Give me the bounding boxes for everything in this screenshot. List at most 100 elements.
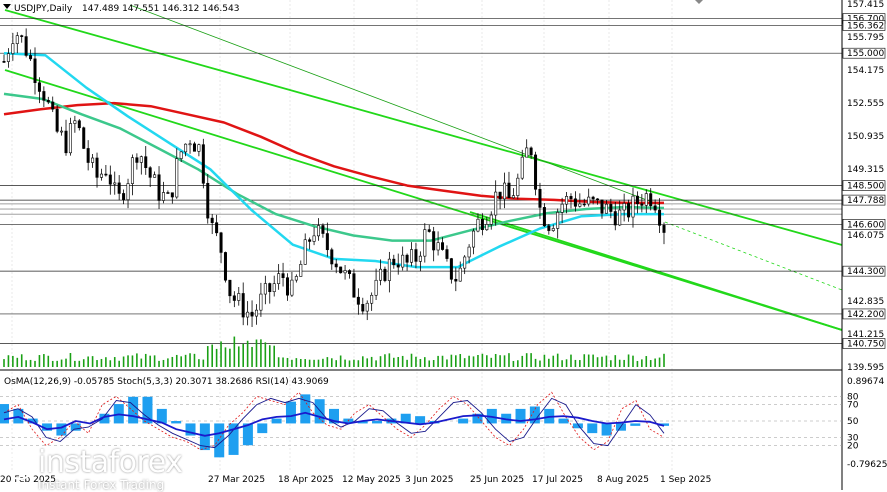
candle-body <box>339 266 343 274</box>
candle-body <box>6 53 10 62</box>
candle-body <box>55 108 59 132</box>
price-tick-label: 141.215 <box>847 330 884 340</box>
osma-bar <box>99 413 110 424</box>
osma-bar <box>458 418 469 424</box>
chart-header-symbol: USDJPY,Daily <box>14 4 73 14</box>
time-tick-label: 20 Feb 2025 <box>0 475 56 485</box>
oscillator-pane <box>0 391 842 458</box>
candle-body <box>117 182 121 194</box>
osma-bar <box>156 408 167 424</box>
candle-body <box>104 173 108 176</box>
candle-body <box>365 302 369 312</box>
candle-body <box>51 101 55 110</box>
price-tick-label: 154.175 <box>847 66 884 76</box>
candle-body <box>454 278 458 282</box>
osma-bar <box>329 408 339 424</box>
candle-body <box>542 207 546 227</box>
price-tick-label: 139.595 <box>847 363 884 373</box>
osma-bar <box>0 404 9 424</box>
candle-body <box>627 203 631 218</box>
candle-body <box>241 293 245 318</box>
candle-body <box>551 228 555 231</box>
price-tick-label: 150.935 <box>847 132 884 142</box>
candle-body <box>547 225 551 231</box>
candle-body <box>445 249 449 259</box>
candle-body <box>458 267 462 282</box>
candle-body <box>15 35 19 44</box>
candle-body <box>334 263 338 268</box>
candle-body <box>529 147 533 156</box>
time-tick-label: 12 May 2025 <box>342 475 401 485</box>
candle-body <box>99 173 103 178</box>
candle-body <box>423 229 427 257</box>
osma-bar <box>357 421 368 424</box>
candle-body <box>82 127 86 149</box>
osma-bar <box>128 396 139 424</box>
candle-body <box>467 246 471 258</box>
ma-red-line <box>3 101 664 205</box>
candle-body <box>144 156 148 168</box>
candle-body <box>441 242 445 250</box>
candle-body <box>379 268 383 281</box>
osc-tick-label: 70 <box>847 401 859 411</box>
candle-body <box>480 218 484 231</box>
level-label-box <box>842 265 886 277</box>
chart-header-ohlc: 147.489 147.551 146.312 146.543 <box>82 4 239 14</box>
level-label-box <box>842 338 886 349</box>
candle-body <box>197 144 201 152</box>
candle-body <box>321 225 325 234</box>
candle-body <box>410 249 414 263</box>
support-resistance-levels <box>0 18 842 344</box>
candle-body <box>37 82 41 92</box>
logo-mark-icon <box>6 452 34 480</box>
candle-body <box>476 218 480 232</box>
candle-body <box>494 191 498 216</box>
osma-bar <box>242 423 253 446</box>
osc-tick-label: 30 <box>847 433 859 443</box>
candle-body <box>308 239 312 242</box>
candle-body <box>498 191 502 200</box>
candle-body <box>631 195 635 218</box>
candle-body <box>188 143 192 146</box>
osma-bar <box>70 423 81 431</box>
candle-body <box>534 154 538 190</box>
osma-bar <box>515 408 526 424</box>
osma-bar <box>257 423 268 434</box>
price-tick-label: 146.600 <box>847 220 884 230</box>
osma-bar <box>659 423 669 426</box>
candle-body <box>640 203 644 206</box>
candle-body <box>272 283 276 293</box>
symbol-marker-icon <box>3 4 11 9</box>
price-tick-label: 142.200 <box>847 310 884 320</box>
candle-body <box>232 295 236 301</box>
candle-body <box>587 196 591 205</box>
candle-body <box>507 182 511 199</box>
candle-body <box>68 123 72 154</box>
price-tick-label: 140.750 <box>847 339 884 349</box>
osma-bar <box>214 423 225 458</box>
candle-body <box>268 283 272 293</box>
candle-body <box>348 270 352 274</box>
candle-body <box>609 203 613 212</box>
candle-body <box>618 209 622 226</box>
candle-body <box>472 230 476 248</box>
price-tick-label: 156.362 <box>847 21 884 31</box>
candle-body <box>175 158 179 198</box>
scroll-marker-icon[interactable] <box>695 0 703 4</box>
candle-body <box>33 58 37 83</box>
osma-bar <box>300 394 311 424</box>
candle-body <box>565 196 569 205</box>
osc-tick-label: 0.89674 <box>847 377 884 387</box>
candlesticks <box>2 28 666 327</box>
candle-body <box>649 193 653 207</box>
candle-body <box>578 203 582 207</box>
candle-body <box>206 182 210 219</box>
projection-line <box>664 221 843 291</box>
osc-tick-label: 20 <box>847 442 859 452</box>
candle-body <box>135 157 139 163</box>
osma-bar <box>415 416 426 424</box>
candle-body <box>573 198 577 207</box>
candle-body <box>24 36 28 56</box>
